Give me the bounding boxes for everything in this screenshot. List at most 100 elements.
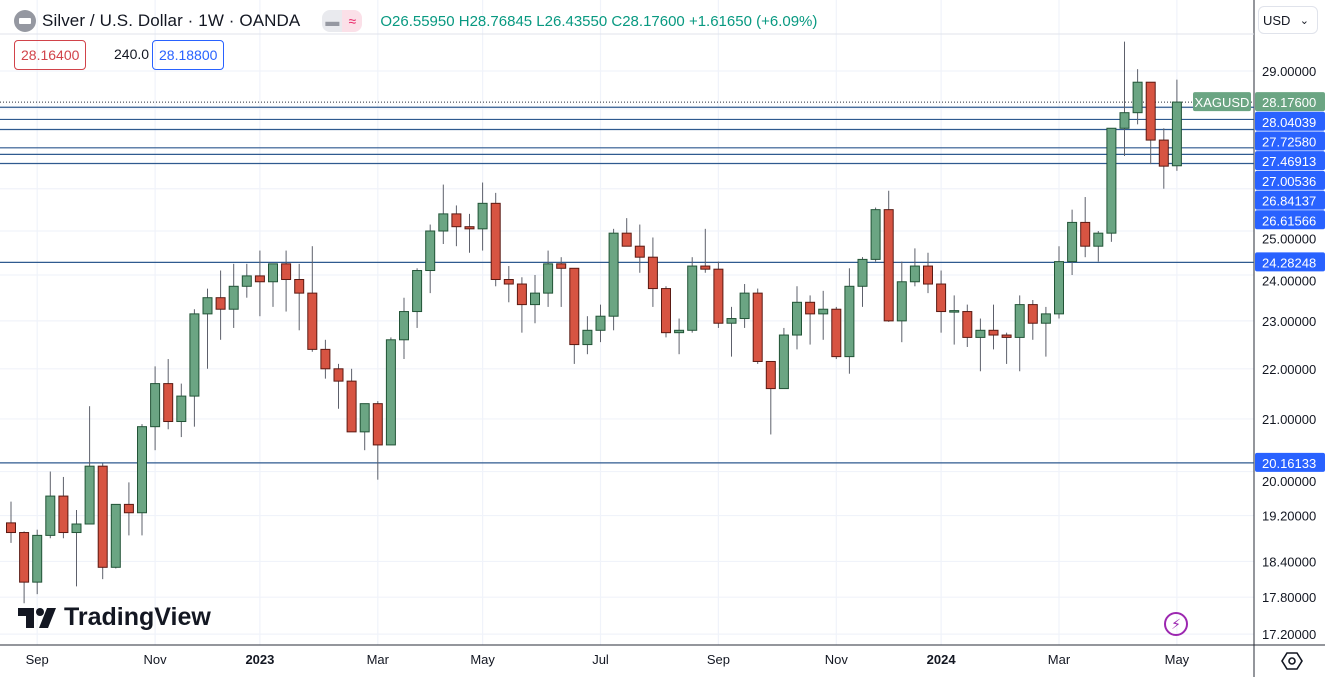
candle[interactable] bbox=[294, 279, 305, 294]
candle[interactable] bbox=[674, 329, 685, 334]
candle[interactable] bbox=[752, 292, 763, 362]
candle[interactable] bbox=[1067, 221, 1078, 263]
candle[interactable] bbox=[516, 283, 527, 306]
candle[interactable] bbox=[713, 268, 724, 324]
candle[interactable] bbox=[6, 522, 16, 534]
candle[interactable] bbox=[805, 301, 816, 315]
candle[interactable] bbox=[818, 308, 829, 315]
candle[interactable] bbox=[254, 275, 265, 283]
candle[interactable] bbox=[490, 202, 501, 281]
candle[interactable] bbox=[268, 263, 278, 283]
candle[interactable] bbox=[726, 318, 737, 324]
candle[interactable] bbox=[765, 360, 776, 390]
candle[interactable] bbox=[1014, 304, 1025, 338]
candle[interactable] bbox=[202, 297, 213, 315]
buy-button[interactable]: 28.18800 bbox=[152, 40, 225, 70]
candle[interactable] bbox=[1119, 112, 1130, 129]
candle[interactable] bbox=[150, 383, 161, 428]
lightning-icon[interactable]: ⚡︎ bbox=[1164, 612, 1188, 636]
candle[interactable] bbox=[634, 245, 645, 258]
candle[interactable] bbox=[359, 403, 370, 433]
candle[interactable] bbox=[1080, 221, 1091, 247]
candle[interactable] bbox=[962, 311, 973, 338]
candle[interactable] bbox=[176, 395, 187, 423]
candle[interactable] bbox=[582, 329, 593, 346]
candle[interactable] bbox=[543, 263, 554, 294]
candle[interactable] bbox=[385, 339, 396, 446]
candle[interactable] bbox=[241, 275, 252, 287]
candle[interactable] bbox=[792, 301, 802, 336]
candle[interactable] bbox=[412, 270, 423, 313]
candle[interactable] bbox=[228, 285, 239, 310]
candle[interactable] bbox=[857, 258, 868, 287]
compare-toggle[interactable]: ▬ ≈ bbox=[322, 10, 363, 32]
candle[interactable] bbox=[896, 281, 907, 322]
settings-icon[interactable] bbox=[1281, 650, 1303, 672]
candle[interactable] bbox=[307, 292, 318, 350]
candle[interactable] bbox=[451, 213, 462, 228]
candle[interactable] bbox=[84, 465, 95, 525]
candle[interactable] bbox=[1093, 232, 1104, 247]
candle[interactable] bbox=[189, 313, 200, 397]
candle[interactable] bbox=[936, 283, 947, 313]
candle[interactable] bbox=[595, 315, 606, 331]
candle[interactable] bbox=[215, 297, 226, 310]
candle[interactable] bbox=[97, 465, 108, 568]
candle[interactable] bbox=[464, 226, 475, 230]
candle[interactable] bbox=[346, 380, 357, 433]
candle[interactable] bbox=[333, 368, 344, 382]
currency-dropdown[interactable]: USD ⌄ bbox=[1258, 6, 1318, 34]
candle[interactable] bbox=[1027, 304, 1038, 324]
tradingview-logo[interactable]: TradingView bbox=[18, 603, 211, 632]
candle[interactable] bbox=[844, 285, 855, 358]
candle[interactable] bbox=[399, 311, 409, 341]
candle[interactable] bbox=[45, 495, 56, 536]
candle[interactable] bbox=[19, 532, 30, 583]
candle[interactable] bbox=[438, 213, 449, 232]
candle[interactable] bbox=[477, 202, 488, 230]
candle[interactable] bbox=[503, 279, 514, 285]
candle[interactable] bbox=[137, 426, 147, 514]
candle[interactable] bbox=[870, 209, 881, 260]
candle[interactable] bbox=[1040, 313, 1051, 324]
candle[interactable] bbox=[110, 503, 121, 568]
candle[interactable] bbox=[1106, 127, 1117, 234]
candle[interactable] bbox=[975, 329, 986, 338]
candle[interactable] bbox=[909, 265, 920, 283]
candle[interactable] bbox=[58, 495, 69, 534]
candle[interactable] bbox=[425, 230, 436, 272]
candle[interactable] bbox=[739, 292, 750, 320]
symbol-title[interactable]: Silver / U.S. Dollar · 1W · OANDA bbox=[42, 11, 301, 30]
candle[interactable] bbox=[1132, 81, 1143, 114]
candle[interactable] bbox=[1158, 139, 1169, 167]
candle[interactable] bbox=[700, 265, 711, 270]
candle[interactable] bbox=[163, 383, 174, 423]
candle[interactable] bbox=[71, 523, 82, 534]
candle[interactable] bbox=[281, 263, 292, 281]
candle[interactable] bbox=[1001, 334, 1012, 338]
indicator-icon[interactable]: ≈ bbox=[342, 10, 363, 32]
candle[interactable] bbox=[687, 265, 698, 331]
candle[interactable] bbox=[1145, 81, 1156, 141]
candle[interactable] bbox=[1054, 261, 1064, 315]
candle[interactable] bbox=[32, 534, 43, 583]
candle[interactable] bbox=[883, 209, 894, 322]
candle[interactable] bbox=[647, 256, 658, 290]
candle[interactable] bbox=[556, 263, 567, 269]
candle[interactable] bbox=[1171, 101, 1182, 167]
compare-icon[interactable]: ▬ bbox=[322, 10, 343, 32]
candle[interactable] bbox=[831, 308, 842, 358]
candle[interactable] bbox=[608, 232, 619, 317]
candle[interactable] bbox=[661, 288, 671, 334]
sell-button[interactable]: 28.16400 bbox=[14, 40, 87, 70]
candle[interactable] bbox=[923, 265, 933, 285]
candle[interactable] bbox=[778, 334, 789, 390]
candle[interactable] bbox=[320, 348, 331, 370]
candle[interactable] bbox=[569, 267, 580, 346]
candle[interactable] bbox=[988, 329, 999, 336]
candle[interactable] bbox=[123, 503, 134, 514]
candle[interactable] bbox=[372, 403, 383, 446]
candle[interactable] bbox=[530, 292, 540, 306]
candle[interactable] bbox=[949, 310, 960, 313]
